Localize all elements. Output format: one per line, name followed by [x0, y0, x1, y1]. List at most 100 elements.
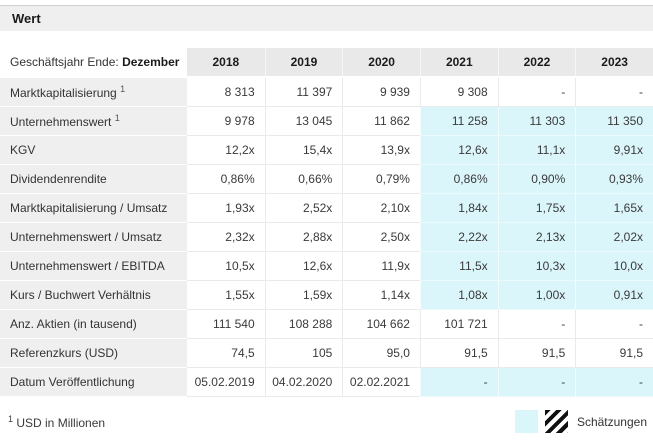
- value-cell: 95,0: [342, 339, 420, 368]
- value-cell: 2,32x: [187, 223, 265, 252]
- value-cell-estimate: -: [497, 368, 576, 397]
- value-cell: 1,59x: [264, 281, 343, 310]
- metric-label: Marktkapitalisierung / Umsatz: [0, 194, 187, 223]
- value-cell-estimate: 1,65x: [575, 194, 653, 223]
- footnote-sup: 1: [8, 413, 14, 424]
- table-header-row: Geschäftsjahr Ende: Dezember 2018 2019 202…: [0, 48, 653, 78]
- panel-title: Wert: [0, 5, 653, 31]
- value-cell-estimate: 12,6x: [419, 136, 498, 165]
- value-cell-estimate: 11,1x: [497, 136, 576, 165]
- value-cell: 11 397: [264, 78, 343, 107]
- value-cell: 02.02.2021: [342, 368, 420, 397]
- metric-label: Anz. Aktien (in tausend): [0, 310, 187, 339]
- value-cell: 1,93x: [187, 194, 265, 223]
- estimates-legend: Schätzungen: [514, 410, 647, 433]
- value-cell: 1,55x: [187, 281, 265, 310]
- value-cell: -: [497, 78, 576, 107]
- value-cell: 8 313: [187, 78, 265, 107]
- estimate-hatch-swatch: [544, 410, 568, 433]
- value-cell-estimate: -: [575, 368, 653, 397]
- value-cell: 12,6x: [264, 252, 343, 281]
- value-cell: 04.02.2020: [264, 368, 343, 397]
- value-cell: 2,10x: [342, 194, 420, 223]
- value-cell-estimate: 0,90%: [497, 165, 576, 194]
- value-cell: 12,2x: [187, 136, 265, 165]
- value-cell-estimate: 10,3x: [497, 252, 576, 281]
- value-cell: 91,5: [419, 339, 498, 368]
- value-cell-estimate: 2,22x: [419, 223, 498, 252]
- metric-label-text: Unternehmenswert / EBITDA: [10, 259, 165, 273]
- metric-label: Referenzkurs (USD): [0, 339, 187, 368]
- metric-label-text: Marktkapitalisierung / Umsatz: [10, 201, 168, 215]
- valuation-panel: Wert Geschäftsjahr Ende: Dezember 2018 20…: [0, 5, 653, 448]
- metric-label: Marktkapitalisierung 1: [0, 78, 187, 107]
- metric-label: Datum Veröffentlichung: [0, 368, 187, 397]
- value-cell: 0,86%: [187, 165, 265, 194]
- value-cell: -: [575, 78, 653, 107]
- table-row: Anz. Aktien (in tausend) 111 540 108 288 10…: [0, 310, 653, 339]
- footnote-text: USD in Millionen: [13, 415, 106, 430]
- value-cell: 1,14x: [342, 281, 420, 310]
- metric-label: KGV: [0, 136, 187, 165]
- table-row: KGV 12,2x 15,4x 13,9x 12,6x 11,1x 9,91x: [0, 136, 653, 165]
- metric-label-text: Marktkapitalisierung: [10, 86, 117, 100]
- value-cell: 0,79%: [342, 165, 420, 194]
- value-cell: 05.02.2019: [187, 368, 265, 397]
- value-cell-estimate: 0,93%: [575, 165, 653, 194]
- footnote: 1 USD in Millionen: [8, 414, 105, 430]
- fiscal-year-end-prefix: Geschäftsjahr Ende:: [10, 55, 123, 69]
- metric-label: Unternehmenswert / Umsatz: [0, 223, 187, 252]
- table-row: Unternehmenswert / EBITDA 10,5x 12,6x 11,9x…: [0, 252, 653, 281]
- value-cell: 15,4x: [264, 136, 343, 165]
- value-cell: 0,66%: [264, 165, 343, 194]
- metric-label: Dividendenrendite: [0, 165, 187, 194]
- metric-label-text: Unternehmenswert: [10, 115, 112, 129]
- fiscal-year-end-label: Geschäftsjahr Ende: Dezember: [0, 48, 187, 78]
- estimate-color-swatch: [514, 410, 538, 433]
- metric-label-text: Anz. Aktien (in tausend): [10, 317, 137, 331]
- value-cell: 2,50x: [342, 223, 420, 252]
- table-row: Unternehmenswert / Umsatz 2,32x 2,88x 2,50x…: [0, 223, 653, 252]
- table-row: Referenzkurs (USD) 74,5 105 95,0 91,5 91,5 91,…: [0, 339, 653, 368]
- value-cell-estimate: 2,02x: [575, 223, 653, 252]
- value-cell: 101 721: [419, 310, 498, 339]
- metric-label-text: Kurs / Buchwert Verhältnis: [10, 288, 151, 302]
- table-row: Marktkapitalisierung / Umsatz 1,93x 2,52x 2…: [0, 194, 653, 223]
- valuation-table: Geschäftsjahr Ende: Dezember 2018 2019 202…: [0, 48, 653, 397]
- value-cell-estimate: 2,13x: [497, 223, 576, 252]
- metric-label-sup: 1: [114, 113, 120, 123]
- value-cell: 13,9x: [342, 136, 420, 165]
- year-column-header: 2023: [575, 48, 653, 78]
- value-cell-estimate: 1,00x: [497, 281, 576, 310]
- metric-label: Kurs / Buchwert Verhältnis: [0, 281, 187, 310]
- value-cell: 91,5: [575, 339, 653, 368]
- value-cell: 91,5: [497, 339, 576, 368]
- value-cell: 9 978: [187, 107, 265, 136]
- metric-label: Unternehmenswert / EBITDA: [0, 252, 187, 281]
- value-cell-estimate: 10,0x: [575, 252, 653, 281]
- value-cell-estimate: 1,08x: [419, 281, 498, 310]
- table-row: Kurs / Buchwert Verhältnis 1,55x 1,59x 1,14…: [0, 281, 653, 310]
- metric-label-text: Referenzkurs (USD): [10, 346, 119, 360]
- fiscal-year-end-month: Dezember: [122, 55, 180, 69]
- value-cell: 10,5x: [187, 252, 265, 281]
- value-cell-estimate: 0,86%: [419, 165, 498, 194]
- value-cell: 13 045: [264, 107, 343, 136]
- metric-label-text: Dividendenrendite: [10, 172, 107, 186]
- value-cell: 9 939: [342, 78, 420, 107]
- table-footer: 1 USD in Millionen Schätzungen: [0, 410, 653, 433]
- value-cell: 2,88x: [264, 223, 343, 252]
- year-column-header: 2022: [497, 48, 576, 78]
- metric-label: Unternehmenswert 1: [0, 107, 187, 136]
- value-cell-estimate: 0,91x: [575, 281, 653, 310]
- value-cell-estimate: 1,75x: [497, 194, 576, 223]
- value-cell: 111 540: [187, 310, 265, 339]
- value-cell-estimate: 11 350: [575, 107, 653, 136]
- value-cell: 108 288: [264, 310, 343, 339]
- value-cell: 74,5: [187, 339, 265, 368]
- year-column-header: 2021: [419, 48, 498, 78]
- value-cell-estimate: 9,91x: [575, 136, 653, 165]
- value-cell: 11,9x: [342, 252, 420, 281]
- value-cell-estimate: 11,5x: [419, 252, 498, 281]
